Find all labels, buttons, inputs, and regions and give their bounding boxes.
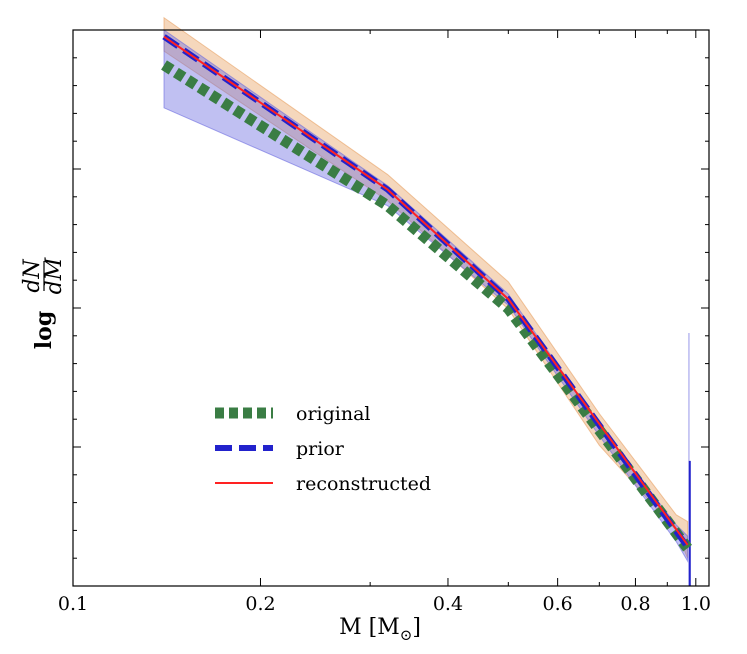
legend: original prior reconstructed [215, 403, 431, 495]
series-lines [161, 34, 692, 552]
x-tick-label: 0.8 [620, 593, 650, 615]
x-tick-label: 0.2 [245, 593, 275, 615]
series-line-reconstructed [163, 35, 689, 546]
x-axis-label: M [M⊙] [339, 615, 421, 644]
x-axis-label-close: ] [412, 615, 421, 640]
y-axis-label-den: dM [42, 257, 67, 294]
x-tick-label: 1.0 [681, 593, 711, 615]
axis-ticks [72, 29, 709, 587]
plot-frame [72, 29, 710, 587]
x-axis-label-main: M [M [339, 615, 400, 640]
x-tick-labels: 0.1 0.2 0.4 0.6 0.8 1.0 [58, 593, 711, 615]
legend-label-reconstructed: reconstructed [296, 473, 431, 495]
uncertainty-band-1 [163, 29, 689, 563]
x-tick-label: 0.6 [543, 593, 573, 615]
x-axis-label-sub: ⊙ [400, 626, 413, 644]
y-axis-label-log: log [31, 311, 57, 349]
y-axis-label: log dN dM [20, 257, 67, 349]
series-line-original [161, 60, 692, 552]
x-tick-label: 0.1 [58, 593, 88, 615]
legend-label-original: original [296, 403, 370, 425]
spike-lines [688, 333, 691, 586]
x-tick-label: 0.4 [433, 593, 463, 615]
legend-label-prior: prior [296, 438, 345, 460]
y-axis-label-num: dN [20, 259, 45, 293]
